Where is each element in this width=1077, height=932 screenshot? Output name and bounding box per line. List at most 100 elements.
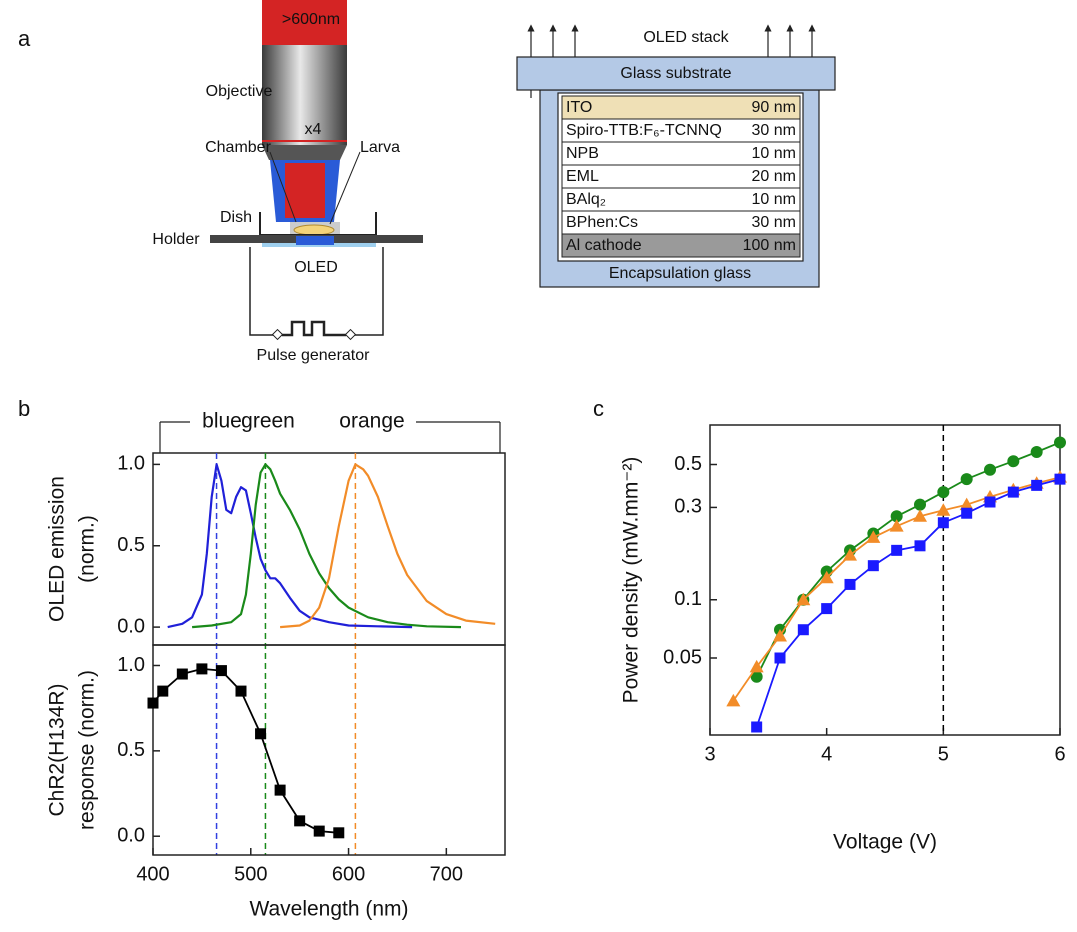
marker bbox=[984, 463, 996, 476]
layer-thickness: 20 nm bbox=[752, 168, 796, 185]
marker bbox=[843, 548, 857, 561]
x-tick-label: 500 bbox=[234, 863, 267, 885]
marker bbox=[774, 652, 786, 664]
setup-label: Larva bbox=[360, 139, 400, 156]
series-line bbox=[755, 441, 1061, 678]
setup-label: Holder bbox=[152, 231, 200, 248]
substrate-label: Glass substrate bbox=[620, 65, 731, 82]
series-label: blue bbox=[202, 410, 242, 433]
marker bbox=[294, 815, 306, 827]
panel-label: a bbox=[18, 26, 31, 51]
panel-label: b bbox=[18, 396, 30, 421]
layer-name: Spiro-TTB:F₆-TCNNQ bbox=[566, 122, 722, 139]
marker bbox=[1031, 479, 1043, 491]
y-tick-label: 0.0 bbox=[117, 825, 145, 847]
marker bbox=[235, 685, 247, 697]
marker bbox=[937, 486, 950, 499]
marker bbox=[749, 659, 764, 673]
marker bbox=[796, 592, 811, 606]
y-tick-label: 0.5 bbox=[117, 534, 145, 556]
y-tick-label: 1.0 bbox=[117, 654, 145, 676]
y-axis-label: ChR2(H134R) bbox=[46, 683, 69, 816]
series-line bbox=[280, 463, 496, 629]
marker bbox=[821, 603, 833, 615]
series-line bbox=[192, 463, 462, 629]
layer-name: NPB bbox=[566, 145, 599, 162]
layer-thickness: 30 nm bbox=[752, 122, 796, 139]
y-axis-label: Power density (mW.mm⁻²) bbox=[620, 457, 643, 704]
marker bbox=[157, 685, 169, 697]
marker bbox=[797, 624, 809, 636]
marker bbox=[750, 670, 763, 683]
stack-title: OLED stack bbox=[643, 29, 729, 46]
plot-frame bbox=[152, 644, 506, 856]
marker bbox=[867, 560, 879, 572]
layer-stack: ITO 90 nm Spiro-TTB:F₆-TCNNQ 30 nm NPB 10 nm E… bbox=[561, 95, 801, 258]
marker bbox=[960, 473, 973, 486]
series-line bbox=[167, 463, 413, 629]
marker bbox=[1030, 446, 1043, 459]
marker bbox=[914, 540, 926, 552]
marker bbox=[333, 827, 345, 839]
setup-label: >600nm bbox=[282, 11, 340, 28]
marker bbox=[984, 496, 996, 508]
plot-frame bbox=[709, 424, 1061, 736]
marker bbox=[891, 544, 903, 556]
marker bbox=[176, 668, 188, 680]
marker bbox=[890, 510, 903, 523]
setup-label: OLED bbox=[294, 259, 338, 276]
y-tick-label: 0.5 bbox=[117, 739, 145, 761]
series-label: green bbox=[241, 410, 295, 433]
x-axis-label: Voltage (V) bbox=[833, 831, 937, 854]
marker bbox=[889, 519, 904, 532]
marker bbox=[914, 498, 926, 511]
x-tick-label: 700 bbox=[430, 863, 463, 885]
marker bbox=[196, 663, 208, 675]
marker bbox=[147, 697, 159, 709]
marker bbox=[866, 530, 881, 543]
marker bbox=[726, 693, 741, 707]
marker bbox=[751, 721, 763, 733]
y-axis-label: OLED emission bbox=[46, 476, 69, 622]
layer-thickness: 10 nm bbox=[752, 145, 796, 162]
series-label: orange bbox=[339, 410, 404, 433]
y-axis-label: (norm.) bbox=[76, 515, 99, 583]
x-axis-label: Wavelength (nm) bbox=[249, 898, 408, 921]
setup-label: x4 bbox=[305, 121, 322, 138]
layer-name: EML bbox=[566, 168, 599, 185]
panel-label: c bbox=[593, 396, 604, 421]
x-tick-label: 4 bbox=[821, 743, 832, 765]
marker bbox=[936, 503, 951, 516]
y-tick-label: 0.5 bbox=[674, 453, 702, 475]
marker bbox=[913, 509, 927, 522]
layer-thickness: 10 nm bbox=[752, 191, 796, 208]
y-tick-label: 1.0 bbox=[117, 453, 145, 475]
marker bbox=[313, 825, 325, 837]
setup-label: Dish bbox=[220, 209, 252, 226]
marker bbox=[1054, 473, 1066, 485]
layer-thickness: 90 nm bbox=[752, 99, 796, 116]
marker bbox=[1007, 486, 1019, 498]
marker bbox=[215, 665, 227, 677]
y-tick-label: 0.0 bbox=[117, 615, 145, 637]
y-tick-label: 0.05 bbox=[663, 646, 702, 668]
setup-label: Pulse generator bbox=[257, 347, 371, 364]
marker bbox=[773, 628, 787, 642]
layer-thickness: 100 nm bbox=[743, 237, 796, 254]
marker bbox=[961, 507, 973, 519]
x-tick-label: 6 bbox=[1054, 743, 1065, 765]
x-tick-label: 400 bbox=[136, 863, 169, 885]
setup-drawing bbox=[210, 0, 423, 341]
layer-name: BPhen:Cs bbox=[566, 214, 638, 231]
encapsulation-label: Encapsulation glass bbox=[609, 265, 751, 282]
x-tick-label: 5 bbox=[938, 743, 949, 765]
label-frame bbox=[159, 421, 501, 453]
marker bbox=[959, 497, 974, 511]
setup-label: Chamber bbox=[205, 139, 271, 156]
y-tick-label: 0.3 bbox=[674, 496, 702, 518]
y-tick-label: 0.1 bbox=[674, 588, 702, 610]
layer-name: ITO bbox=[566, 99, 592, 116]
layer-thickness: 30 nm bbox=[752, 214, 796, 231]
layer-name: Al cathode bbox=[566, 237, 642, 254]
